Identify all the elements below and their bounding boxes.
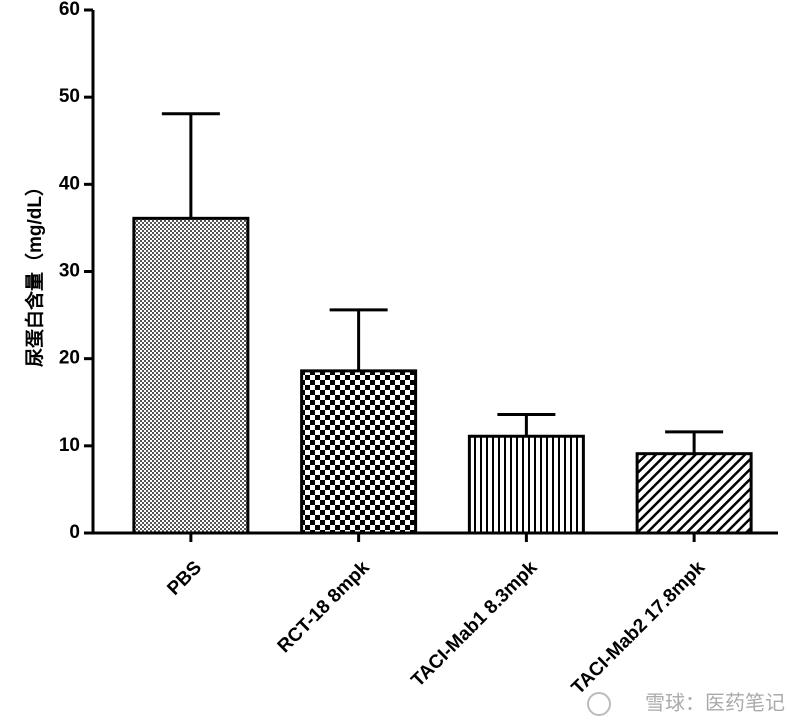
y-tick-label: 20 [59, 348, 80, 369]
error-bar [161, 112, 220, 219]
x-tick-label: PBS [163, 557, 205, 599]
x-tick-label: TACI-Mab1 8.3mpk [407, 557, 541, 691]
y-axis-label: 尿蛋白含量（mg/dL） [23, 177, 46, 367]
error-bar [497, 412, 556, 437]
bar [132, 216, 250, 535]
watermark-text: 雪球：医药笔记 [645, 691, 785, 714]
watermark: 雪球：医药笔记 [587, 691, 785, 716]
error-bar [665, 430, 724, 454]
y-tick-label: 50 [59, 86, 80, 107]
bar [635, 452, 753, 535]
error-bar [329, 308, 388, 371]
x-tick-label: TACI-Mab2 17.8mpk [568, 557, 710, 699]
y-tick-label: 30 [59, 261, 80, 282]
y-tick-label: 40 [59, 173, 80, 194]
y-tick-label: 0 [69, 522, 80, 543]
bar [467, 434, 585, 535]
bar [300, 369, 418, 535]
y-tick-label: 60 [59, 0, 80, 20]
y-tick-label: 10 [59, 435, 80, 456]
x-tick-label: RCT-18 8mpk [274, 557, 374, 657]
